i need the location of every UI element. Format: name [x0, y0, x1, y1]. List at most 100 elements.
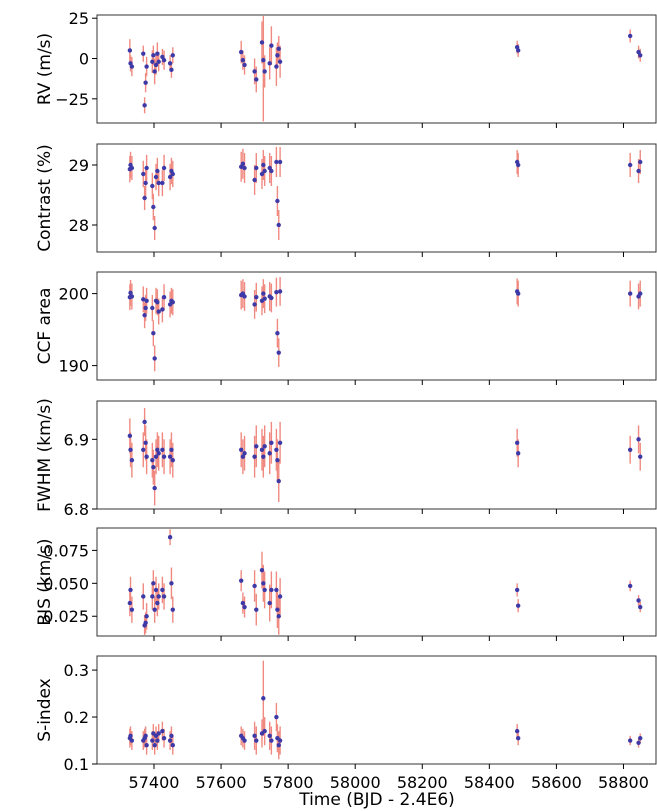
- data-point: [515, 735, 521, 741]
- data-point: [144, 454, 149, 459]
- data-point: [152, 607, 157, 612]
- data-point: [261, 696, 266, 701]
- data-point: [277, 59, 283, 64]
- data-point: [252, 583, 257, 589]
- data-point: [150, 59, 155, 64]
- data-point: [240, 600, 246, 606]
- data-point: [161, 295, 167, 300]
- data-point: [155, 447, 160, 452]
- y-tick-label: −25: [55, 90, 89, 109]
- data-point: [128, 290, 133, 296]
- data-point: [269, 43, 274, 48]
- data-point: [160, 447, 165, 452]
- data-point: [252, 454, 257, 459]
- data-point: [275, 607, 280, 612]
- y-tick-label: 190: [58, 357, 89, 376]
- data-point: [238, 578, 244, 583]
- data-point: [167, 738, 173, 743]
- data-point: [156, 309, 161, 314]
- data-point: [277, 440, 283, 446]
- data-point: [156, 59, 161, 64]
- data-point: [150, 305, 155, 311]
- data-point: [170, 458, 175, 463]
- data-point: [242, 294, 247, 299]
- data-point: [142, 103, 147, 108]
- data-point: [156, 594, 161, 599]
- y-axis-label: S-index: [35, 678, 55, 741]
- data-point: [276, 743, 281, 748]
- data-point: [254, 738, 259, 743]
- x-tick-label: 58800: [598, 773, 649, 792]
- data-point: [144, 743, 149, 748]
- data-point: [276, 614, 281, 619]
- data-point: [151, 204, 156, 210]
- data-point: [143, 620, 148, 626]
- data-point: [152, 356, 157, 361]
- data-point: [252, 302, 257, 307]
- data-point: [638, 735, 643, 741]
- x-tick-label: 57600: [196, 773, 247, 792]
- data-point: [242, 451, 247, 456]
- data-point: [143, 733, 148, 739]
- data-point: [156, 451, 161, 456]
- data-point: [261, 57, 266, 63]
- data-point: [514, 728, 520, 734]
- data-point: [155, 168, 160, 174]
- data-point: [267, 600, 272, 606]
- x-tick-label: 57800: [263, 773, 314, 792]
- plot-frame: [96, 143, 657, 253]
- y-tick-label: 28: [69, 216, 89, 235]
- data-point: [274, 714, 279, 720]
- data-point: [514, 440, 520, 446]
- data-point: [238, 49, 244, 55]
- data-point: [150, 738, 155, 743]
- data-point: [627, 583, 633, 589]
- data-point: [252, 69, 257, 74]
- data-point: [274, 447, 279, 452]
- data-point: [153, 62, 159, 68]
- data-point: [150, 458, 155, 463]
- data-point: [261, 162, 266, 168]
- data-point: [143, 180, 148, 186]
- data-point: [156, 731, 161, 736]
- data-point: [262, 728, 267, 734]
- data-point: [275, 331, 280, 336]
- data-point: [128, 733, 133, 739]
- panel-sindex: 0.3 0.2 0.1 57400 57600 57800 58000 58200 58400 5…: [35, 655, 657, 792]
- data-point: [240, 57, 246, 63]
- data-point: [515, 48, 521, 53]
- data-point: [262, 444, 267, 449]
- data-point: [262, 69, 267, 74]
- data-point: [269, 587, 274, 593]
- data-point: [254, 165, 259, 171]
- data-point: [150, 183, 155, 189]
- data-point: [169, 581, 174, 586]
- y-tick-label: 0.2: [64, 708, 89, 727]
- data-point: [242, 165, 247, 171]
- data-point: [269, 440, 274, 446]
- data-point: [161, 454, 167, 459]
- data-point: [254, 295, 259, 300]
- y-axis-label: RV (m/s): [35, 33, 55, 105]
- y-tick-label: 0.075: [43, 541, 89, 560]
- y-tick-label: 6.8: [64, 500, 89, 519]
- data-point: [242, 738, 247, 743]
- data-point: [161, 165, 167, 171]
- data-point: [240, 454, 246, 459]
- data-point: [277, 738, 283, 743]
- data-point: [276, 478, 281, 484]
- data-point: [636, 740, 641, 746]
- data-point: [156, 180, 161, 186]
- data-point: [275, 53, 280, 58]
- data-point: [127, 600, 133, 606]
- data-point: [638, 291, 643, 296]
- data-point: [261, 454, 266, 459]
- data-point: [127, 433, 133, 439]
- data-point: [259, 447, 265, 452]
- data-point: [638, 604, 643, 610]
- panel-contrast: 29 28 Contrast (%): [35, 143, 657, 257]
- plot-frame: [96, 271, 657, 381]
- data-point: [160, 307, 165, 312]
- data-point: [128, 447, 133, 452]
- x-tick-label: 58000: [330, 773, 381, 792]
